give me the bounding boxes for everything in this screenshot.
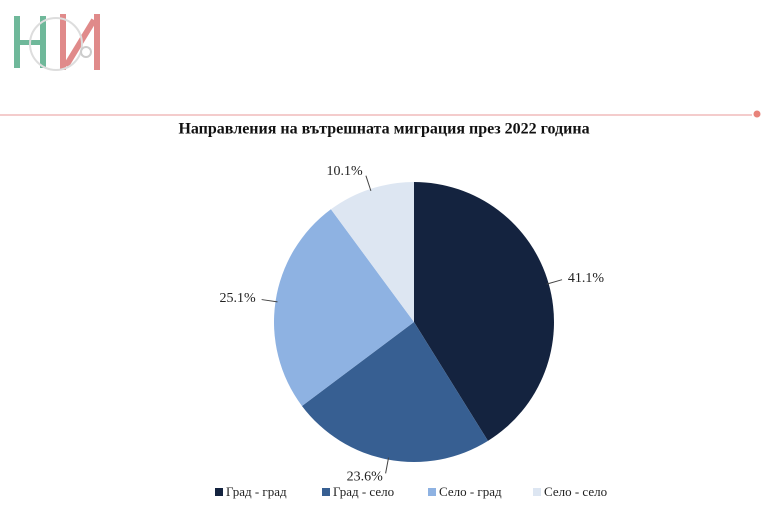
leader-line [546, 279, 563, 285]
legend-swatch [428, 488, 436, 496]
pie-slice [330, 182, 414, 322]
leader-line [261, 299, 278, 303]
legend-swatch [533, 488, 541, 496]
legend-label: Град - село [333, 484, 394, 499]
chart-title: Направления на вътрешната миграция през … [178, 121, 589, 138]
legend-label: Село - град [439, 484, 502, 499]
legend-swatch [322, 488, 330, 496]
legend-label: Град - град [226, 484, 287, 499]
data-label: 10.1% [326, 164, 363, 179]
leader-line [365, 175, 372, 192]
data-label: 25.1% [220, 291, 257, 306]
data-label: 23.6% [347, 470, 384, 485]
pie-slice [273, 209, 414, 406]
legend-label: Село - село [544, 484, 607, 499]
data-label: 41.1% [568, 271, 605, 286]
pie-slice [301, 322, 488, 462]
divider-dot [753, 110, 761, 118]
leader-line [385, 457, 390, 474]
logo [14, 14, 100, 71]
pie-slice [414, 181, 554, 441]
legend-swatch [215, 488, 223, 496]
